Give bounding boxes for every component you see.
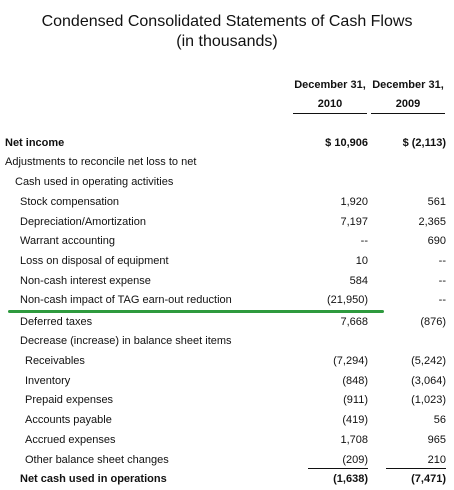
row-label: Non-cash impact of TAG earn-out reductio… <box>20 294 232 306</box>
column-year: 2009 <box>371 97 445 114</box>
row-label: Net income <box>5 137 65 149</box>
row-value: 7,197 <box>340 216 368 228</box>
row-value: 56 <box>433 414 446 426</box>
row-value: (209) <box>308 453 368 469</box>
row-label: Depreciation/Amortization <box>20 216 146 228</box>
row-value: -- <box>360 235 368 247</box>
row-value: (419) <box>342 414 368 426</box>
row-value: (848) <box>342 375 368 387</box>
row-value: 7,668 <box>340 316 368 328</box>
row-label: Loss on disposal of equipment <box>20 255 169 267</box>
row-value: 584 <box>349 275 368 287</box>
highlight-line <box>8 310 384 313</box>
row-value: (1,638) <box>333 473 368 485</box>
row-label: Receivables <box>25 355 85 367</box>
row-value: 561 <box>427 196 446 208</box>
row-value: (3,064) <box>411 375 446 387</box>
row-label: Prepaid expenses <box>25 394 114 406</box>
row-label: Adjustments to reconcile net loss to net <box>5 156 197 168</box>
row-value: 10 <box>355 255 368 267</box>
row-value: -- <box>438 255 446 267</box>
column-year: 2010 <box>293 97 367 114</box>
row-value: (7,471) <box>411 473 446 485</box>
row-label: Net cash used in operations <box>20 473 167 485</box>
row-value: -- <box>438 294 446 306</box>
row-label: Inventory <box>25 375 71 387</box>
row-label: Cash used in operating activities <box>15 176 174 188</box>
row-label: Decrease (increase) in balance sheet ite… <box>20 335 232 347</box>
row-value: (876) <box>420 316 446 328</box>
row-value: (5,242) <box>411 355 446 367</box>
row-value: $ (2,113) <box>402 137 446 149</box>
row-label: Accrued expenses <box>25 434 116 446</box>
row-label: Deferred taxes <box>20 316 93 328</box>
row-value: $ 10,906 <box>325 137 368 149</box>
row-value: 965 <box>427 434 446 446</box>
row-label: Other balance sheet changes <box>25 454 169 466</box>
row-label: Warrant accounting <box>20 235 115 247</box>
row-value: 1,708 <box>340 434 368 446</box>
row-value: 2,365 <box>418 216 446 228</box>
row-label: Stock compensation <box>20 196 120 208</box>
row-value: (7,294) <box>333 355 368 367</box>
row-value: -- <box>438 275 446 287</box>
column-heading: December 31, <box>372 79 444 91</box>
column-heading: December 31, <box>294 79 366 91</box>
row-label: Non-cash interest expense <box>20 275 151 287</box>
row-value: (911) <box>343 394 368 406</box>
row-value: (1,023) <box>411 394 446 406</box>
title: Condensed Consolidated Statements of Cas… <box>41 13 413 30</box>
row-value: 690 <box>427 235 446 247</box>
subtitle: (in thousands) <box>176 33 278 50</box>
row-value: 210 <box>386 453 446 469</box>
row-value: 1,920 <box>340 196 368 208</box>
row-label: Accounts payable <box>25 414 112 426</box>
row-value: (21,950) <box>327 294 368 306</box>
